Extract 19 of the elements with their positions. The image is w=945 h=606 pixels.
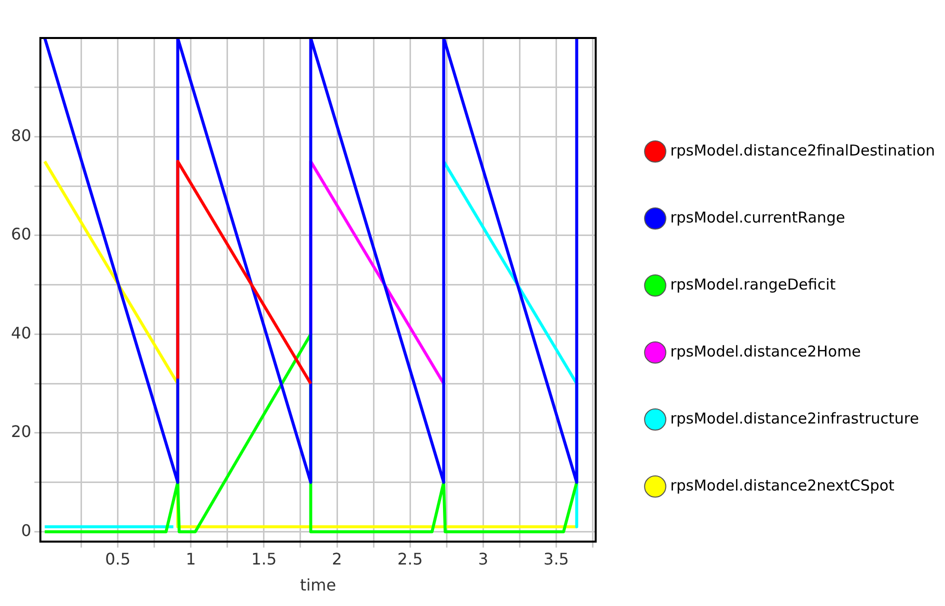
legend-label: rpsModel.distance2nextCSpot — [670, 476, 895, 494]
x-tick-label: 0.5 — [105, 549, 131, 568]
y-tick-label: 0 — [21, 520, 32, 540]
x-tick-label: 2 — [332, 549, 342, 568]
legend-label: rpsModel.rangeDeficit — [670, 275, 836, 294]
x-tick-label: 1 — [186, 549, 196, 568]
x-axis-title: time — [300, 576, 336, 595]
x-tick-label: 3.5 — [544, 549, 569, 568]
y-tick-label: 80 — [11, 126, 32, 145]
y-tick-label: 60 — [11, 224, 32, 244]
x-tick-label: 2.5 — [397, 549, 423, 568]
y-tick-label: 40 — [11, 323, 32, 342]
legend-label: rpsModel.distance2finalDestination — [670, 141, 936, 160]
y-tick-label: 20 — [11, 422, 32, 442]
x-tick-label: 3 — [478, 549, 488, 568]
legend-label: rpsModel.currentRange — [670, 208, 846, 226]
legend-label: rpsModel.distance2Home — [670, 342, 861, 360]
x-tick-label: 1.5 — [251, 549, 277, 568]
legend-label: rpsModel.distance2infrastructure — [670, 409, 919, 428]
